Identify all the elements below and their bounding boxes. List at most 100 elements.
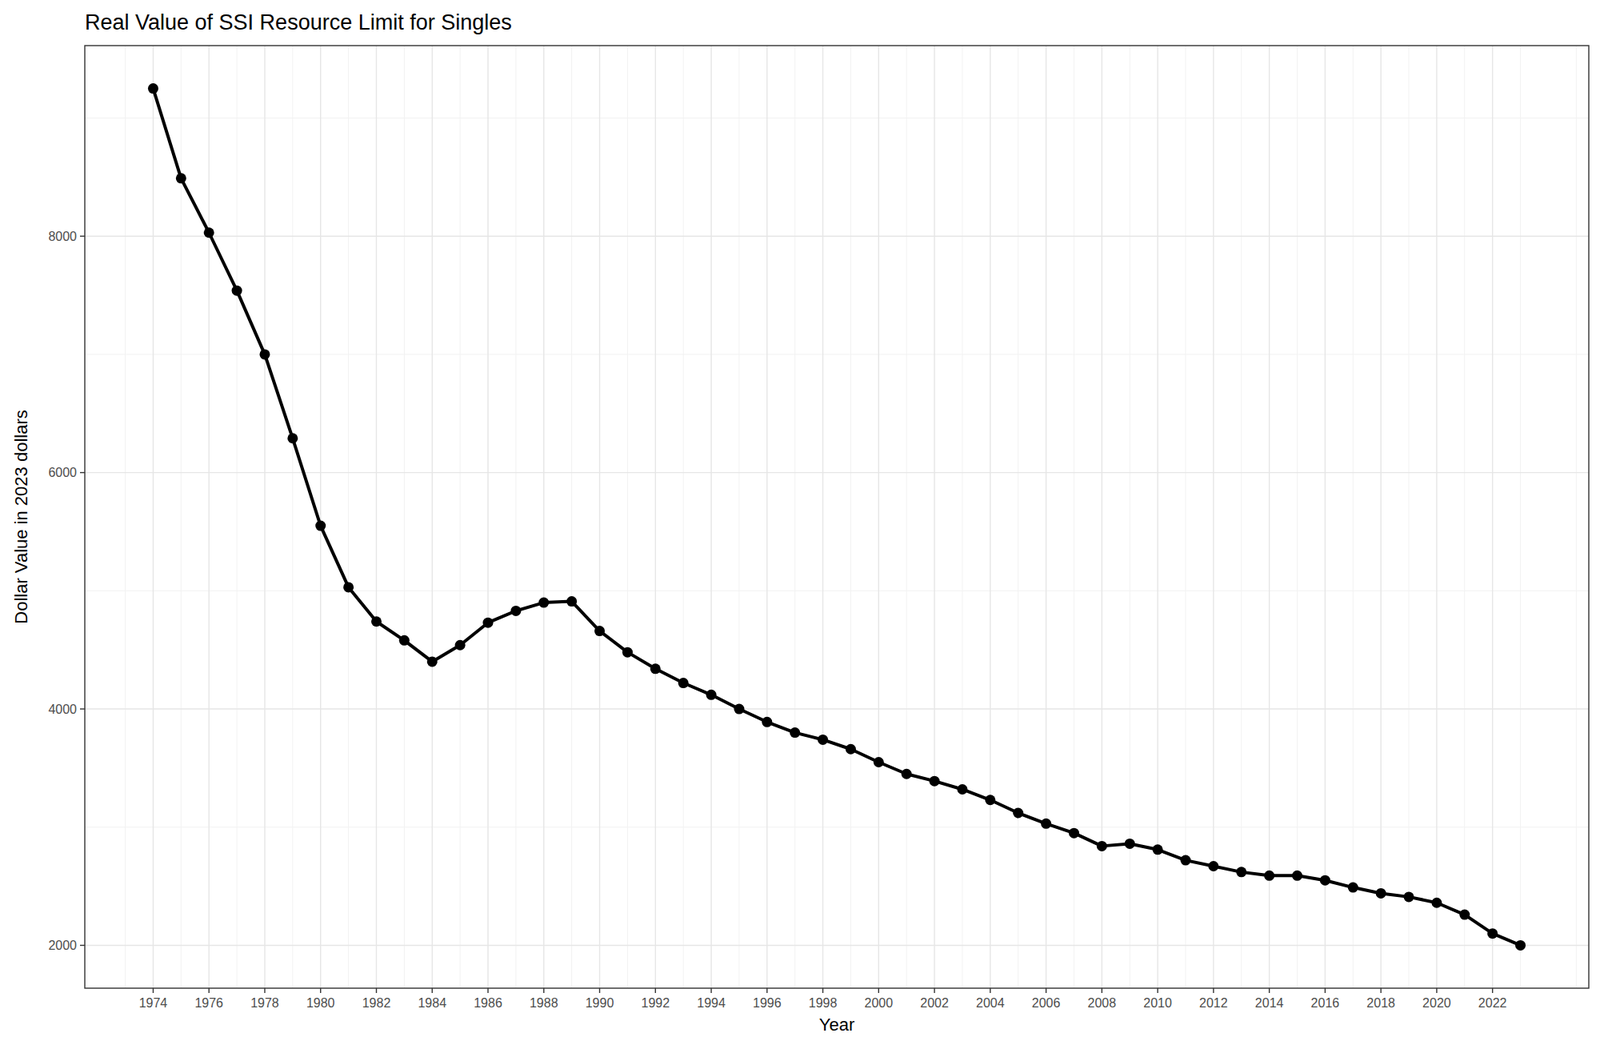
minor-grid-line <box>1296 45 1298 988</box>
tick-label: 1976 <box>194 996 224 1010</box>
tick <box>1436 988 1437 993</box>
point <box>1292 870 1303 881</box>
minor-grid-line <box>292 45 293 988</box>
tick-label: 2002 <box>920 996 949 1010</box>
minor-grid-line <box>961 45 963 988</box>
tick-label: 2006 <box>1032 996 1061 1010</box>
tick <box>1380 988 1381 993</box>
point <box>315 520 326 532</box>
tick <box>766 988 768 993</box>
point <box>455 640 466 651</box>
tick-label: 2010 <box>1143 996 1172 1010</box>
minor-grid-line <box>1184 45 1186 988</box>
tick <box>1492 988 1493 993</box>
grid-line <box>822 45 824 988</box>
point <box>789 727 800 738</box>
tick <box>487 988 488 993</box>
grid-line <box>543 45 544 988</box>
minor-grid-line <box>84 590 1589 592</box>
point <box>594 625 605 636</box>
point <box>817 734 828 745</box>
minor-grid-line <box>1520 45 1521 988</box>
point <box>399 635 410 646</box>
point <box>1012 808 1024 819</box>
tick <box>655 988 656 993</box>
point <box>1152 844 1164 855</box>
point <box>1180 855 1191 866</box>
tick-label: 1978 <box>250 996 280 1010</box>
grid-line <box>655 45 656 988</box>
tick <box>599 988 600 993</box>
point <box>1096 840 1108 852</box>
minor-grid-line <box>1240 45 1242 988</box>
tick <box>878 988 880 993</box>
minor-grid-line <box>906 45 908 988</box>
minor-grid-line <box>738 45 740 988</box>
point <box>176 172 187 184</box>
minor-grid-line <box>1073 45 1075 988</box>
tick-label: 2004 <box>976 996 1005 1010</box>
tick <box>1156 988 1158 993</box>
plot-background <box>84 45 1589 988</box>
minor-grid-line <box>348 45 349 988</box>
tick-label: 2000 <box>864 996 894 1010</box>
point <box>232 285 243 296</box>
minor-grid-line <box>1408 45 1410 988</box>
tick <box>543 988 544 993</box>
title: Real Value of SSI Resource Limit for Sin… <box>84 10 512 35</box>
grid-line <box>264 45 265 988</box>
grid-line <box>1045 45 1047 988</box>
point <box>510 605 521 616</box>
point <box>1376 888 1387 899</box>
minor-grid-line <box>84 117 1589 119</box>
point <box>622 647 633 658</box>
data-marks <box>148 83 1526 951</box>
minor-grid-line <box>404 45 405 988</box>
minor-grid-line <box>515 45 516 988</box>
point <box>1431 897 1442 908</box>
tick <box>1045 988 1047 993</box>
minor-grid-line <box>1352 45 1354 988</box>
point <box>483 617 494 628</box>
grid-line <box>320 45 321 988</box>
tick-label: 2022 <box>1478 996 1508 1010</box>
tick <box>80 708 85 709</box>
minor-grid-line <box>1017 45 1019 988</box>
tick-label: 1986 <box>473 996 503 1010</box>
tick-label: 1984 <box>417 996 447 1010</box>
point <box>1040 818 1052 829</box>
point <box>343 581 354 592</box>
grid-line <box>1212 45 1214 988</box>
point <box>371 616 382 627</box>
minor-grid-line <box>1576 45 1577 988</box>
tick <box>822 988 824 993</box>
tick <box>432 988 433 993</box>
grid-line <box>84 708 1589 709</box>
tick <box>264 988 265 993</box>
chart: 1974197619781980198219841986198819901992… <box>0 0 1600 1049</box>
point <box>287 432 298 444</box>
tick-label: 2020 <box>1422 996 1452 1010</box>
tick-label: 2008 <box>1088 996 1117 1010</box>
tick <box>80 472 85 473</box>
tick-label: 2012 <box>1199 996 1228 1010</box>
point <box>1320 875 1331 886</box>
point <box>1404 891 1415 902</box>
point <box>1124 838 1136 849</box>
tick-label: 4000 <box>48 702 77 716</box>
point <box>1068 828 1080 839</box>
point <box>1236 866 1247 877</box>
minor-grid-line <box>627 45 628 988</box>
tick <box>376 988 377 993</box>
grid-line <box>376 45 377 988</box>
grid-line <box>599 45 600 988</box>
tick <box>208 988 210 993</box>
point <box>956 784 968 795</box>
point <box>706 689 717 700</box>
grid-line <box>1492 45 1493 988</box>
minor-grid-line <box>571 45 572 988</box>
point <box>901 768 912 780</box>
panel-border <box>84 45 1589 988</box>
grid-line <box>1324 45 1326 988</box>
tick-label: 1990 <box>585 996 615 1010</box>
